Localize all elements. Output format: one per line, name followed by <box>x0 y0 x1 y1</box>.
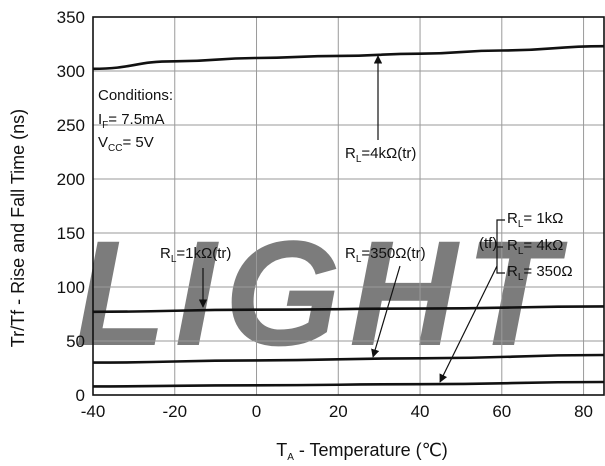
y-tick-label: 250 <box>57 116 85 135</box>
x-tick-labels: -40 -20 0 20 40 60 80 <box>81 402 593 421</box>
annotation-rl-4k-tr: RL=4kΩ(tr) <box>345 55 416 165</box>
y-tick-label: 200 <box>57 170 85 189</box>
svg-text:(tf): (tf) <box>479 235 497 252</box>
y-tick-label: 100 <box>57 278 85 297</box>
x-axis-title: TA - Temperature (℃) <box>276 440 448 463</box>
x-tick-label: 20 <box>329 402 348 421</box>
series-line-0 <box>92 44 605 71</box>
x-tick-label: 0 <box>252 402 261 421</box>
series-layer <box>92 44 605 388</box>
svg-text:RL= 4kΩ: RL= 4kΩ <box>507 237 563 257</box>
svg-text:RL=350Ω(tr): RL=350Ω(tr) <box>345 245 426 265</box>
annotation-rl-350-tr: RL=350Ω(tr) <box>345 245 426 358</box>
series-line-2 <box>92 353 605 364</box>
condition-vcc: VCC= 5V <box>98 134 154 154</box>
series-line-3 <box>92 380 605 388</box>
watermark-logo: LIGHT <box>75 209 568 377</box>
plot-frame <box>92 16 605 396</box>
conditions-block: Conditions: IF= 7.5mA VCC= 5V <box>98 87 173 154</box>
y-axis-title: Tr/Tf - Rise and Fall Time (ns) <box>8 109 28 347</box>
x-tick-label: 60 <box>492 402 511 421</box>
y-tick-label: 150 <box>57 224 85 243</box>
svg-text:RL=1kΩ(tr): RL=1kΩ(tr) <box>160 245 231 265</box>
svg-text:RL= 1kΩ: RL= 1kΩ <box>507 210 563 230</box>
y-tick-label: 350 <box>57 8 85 27</box>
y-tick-label: 50 <box>66 332 85 351</box>
y-tick-label: 0 <box>76 386 85 405</box>
conditions-heading: Conditions: <box>98 87 173 104</box>
y-tick-label: 300 <box>57 62 85 81</box>
series-line-1 <box>92 305 605 314</box>
x-tick-label: 80 <box>574 402 593 421</box>
svg-text:RL= 350Ω: RL= 350Ω <box>507 263 573 283</box>
condition-if: IF= 7.5mA <box>98 111 165 131</box>
annotation-tf: (tf) RL= 1kΩ RL= 4kΩ RL= 350Ω <box>439 210 573 383</box>
x-tick-label: -20 <box>162 402 187 421</box>
svg-text:RL=4kΩ(tr): RL=4kΩ(tr) <box>345 145 416 165</box>
x-tick-label: -40 <box>81 402 106 421</box>
annotation-rl-1k-tr: RL=1kΩ(tr) <box>160 245 231 308</box>
x-tick-label: 40 <box>411 402 430 421</box>
y-tick-labels: 0 50 100 150 200 250 300 350 <box>57 8 85 405</box>
